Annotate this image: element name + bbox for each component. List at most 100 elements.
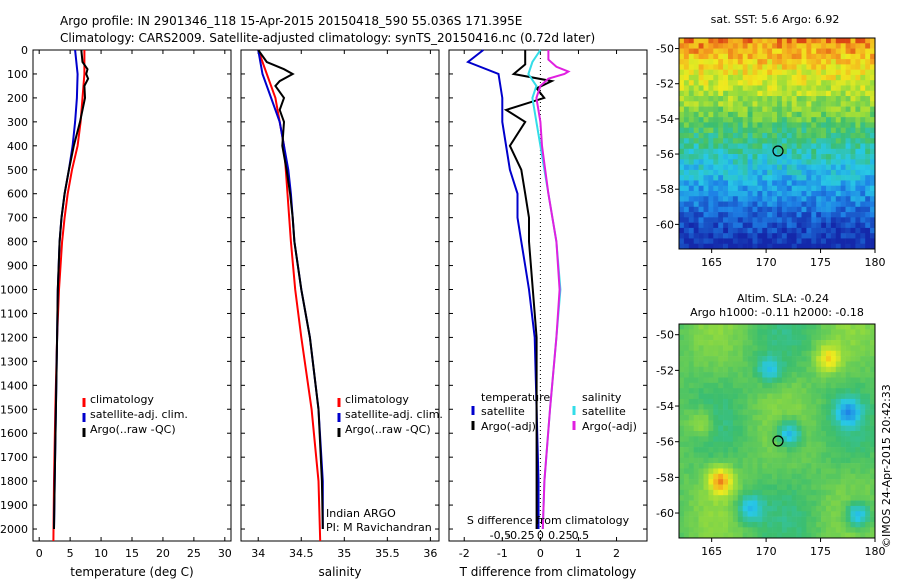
map-cell	[728, 227, 734, 234]
map-cell	[811, 388, 817, 394]
map-cell	[742, 447, 748, 453]
map-cell	[693, 361, 699, 368]
map-cell	[806, 447, 812, 453]
map-cell	[683, 212, 690, 218]
map-cell	[747, 329, 753, 335]
map-cell	[806, 169, 812, 176]
map-cell	[713, 38, 719, 44]
map-cell	[683, 127, 690, 134]
map-cell	[732, 164, 739, 171]
map-cell	[767, 38, 773, 44]
map-cell	[703, 409, 709, 416]
map-cell	[840, 154, 846, 160]
map-cell	[723, 436, 729, 442]
map-cell	[747, 388, 753, 394]
map-cell	[811, 138, 817, 144]
map-cell	[870, 521, 876, 528]
map-cell	[713, 527, 719, 533]
map-cell	[816, 436, 822, 442]
map-cell	[713, 80, 719, 86]
map-cell	[845, 212, 851, 218]
map-cell	[835, 425, 841, 432]
map-cell	[698, 175, 704, 181]
map-cell	[870, 169, 876, 176]
map-cell	[679, 372, 685, 378]
map-cell	[777, 473, 783, 480]
map-cell	[781, 398, 788, 405]
map-cell	[781, 356, 788, 362]
map-cell	[830, 500, 837, 507]
map-cell	[855, 212, 861, 218]
map-cell	[703, 468, 709, 475]
map-cell	[762, 500, 768, 507]
map-cell	[816, 377, 822, 384]
map-cell	[796, 452, 802, 459]
map-cell	[708, 90, 714, 97]
map-cell	[752, 425, 758, 432]
map-cell	[683, 233, 690, 239]
map-cell	[840, 457, 846, 464]
map-cell	[791, 238, 797, 245]
map-cell	[796, 505, 802, 512]
map-cell	[830, 441, 837, 448]
map-cell	[786, 90, 792, 97]
map-cell	[830, 64, 837, 70]
map-cell	[806, 382, 812, 389]
depth-axis: 0100200300400500600700800900100011001200…	[0, 44, 231, 536]
map-cell	[747, 233, 753, 239]
map-cell	[737, 233, 743, 239]
map-cell	[860, 388, 866, 394]
map-cell	[688, 495, 694, 501]
map-cell	[752, 122, 758, 128]
map-cell	[821, 447, 827, 453]
map-cell	[698, 345, 704, 352]
depth-tick-label: 300	[7, 116, 28, 129]
map-cell	[845, 38, 851, 44]
map-cell	[742, 233, 748, 239]
map-cell	[821, 441, 827, 448]
map-cell	[679, 43, 685, 49]
map-cell	[801, 96, 807, 102]
map-cell	[693, 80, 699, 86]
map-cell	[840, 329, 846, 335]
map-cell	[737, 217, 743, 223]
map-cell	[850, 43, 856, 49]
difference-legend: temperature satellite Argo(-adj) salinit…	[471, 391, 637, 433]
map-cell	[835, 463, 841, 469]
map-cell	[742, 345, 748, 352]
map-cell	[732, 38, 739, 44]
map-cell	[835, 484, 841, 491]
map-cell	[772, 227, 778, 234]
map-cell	[811, 340, 817, 346]
map-cell	[708, 350, 714, 357]
map-cell	[781, 457, 788, 464]
map-cell	[835, 201, 841, 208]
map-cell	[796, 190, 802, 197]
map-cell	[693, 468, 699, 475]
map-cell	[821, 350, 827, 357]
map-cell	[683, 420, 690, 426]
map-cell	[865, 85, 871, 92]
map-cell	[698, 420, 704, 426]
map-cell	[821, 90, 827, 97]
map-cell	[855, 233, 861, 239]
map-cell	[865, 117, 871, 123]
map-cell	[860, 85, 866, 92]
map-cell	[737, 473, 743, 480]
map-cell	[708, 398, 714, 405]
map-cell	[777, 222, 783, 229]
map-cell	[713, 127, 719, 134]
map-cell	[811, 532, 817, 539]
map-cell	[870, 74, 876, 81]
map-cell	[737, 420, 743, 426]
map-cell	[777, 468, 783, 475]
map-cell	[757, 511, 763, 517]
map-cell	[845, 85, 851, 92]
map-cell	[870, 473, 876, 480]
map-cell	[752, 393, 758, 400]
map-cell	[742, 227, 748, 234]
map-cell	[679, 38, 685, 44]
map-cell	[821, 106, 827, 113]
map-cell	[742, 457, 748, 464]
map-cell	[752, 382, 758, 389]
